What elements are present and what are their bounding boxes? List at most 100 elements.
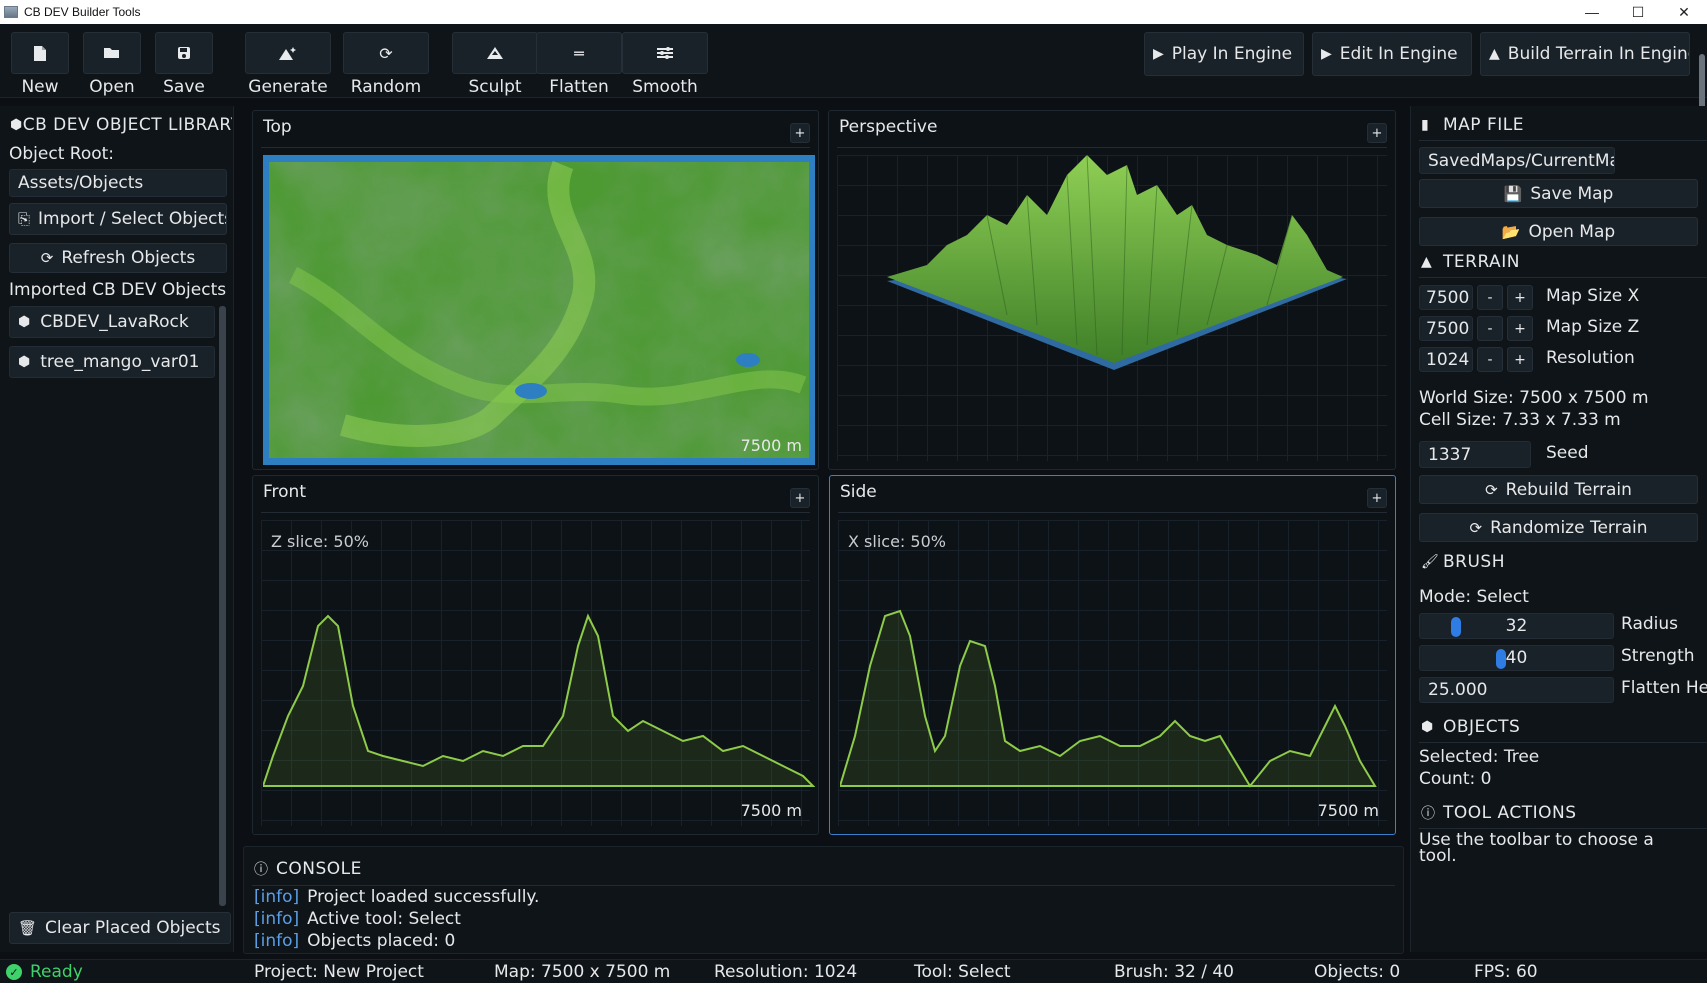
equals-icon: ═ — [536, 32, 622, 74]
maximize-button[interactable]: ☐ — [1631, 3, 1645, 20]
viewport-maximize-button[interactable]: + — [1367, 488, 1387, 508]
viewport-maximize-button[interactable]: + — [1367, 123, 1387, 143]
trash-icon: 🗑 — [18, 919, 38, 937]
refresh-objects-button[interactable]: ⟳ Refresh Objects — [9, 243, 227, 273]
slice-label: X slice: 50% — [848, 532, 946, 551]
list-item[interactable]: ⬢ CBDEV_LavaRock — [9, 306, 215, 338]
list-item[interactable]: ⬢ tree_mango_var01 — [9, 346, 215, 378]
viewport-front[interactable]: Front + Z slice: 50% 7500 m — [252, 475, 819, 835]
viewport-divider — [261, 512, 810, 513]
selected-object-text: Selected: Tree — [1419, 747, 1540, 767]
open-button[interactable]: Open — [79, 32, 145, 97]
slider-knob[interactable] — [1496, 649, 1507, 669]
resolution-label: Resolution — [1546, 348, 1635, 368]
info-icon: ⓘ — [1421, 806, 1436, 822]
save-map-button[interactable]: 💾 Save Map — [1419, 179, 1698, 208]
decrement-button[interactable]: - — [1477, 285, 1503, 310]
viewport-perspective[interactable]: Perspective + — [828, 110, 1396, 470]
map-path-field[interactable]: SavedMaps/CurrentMap — [1419, 147, 1615, 174]
rebuild-terrain-label: Rebuild Terrain — [1505, 479, 1632, 500]
viewport-maximize-button[interactable]: + — [790, 123, 810, 143]
map-size-x-label: Map Size X — [1546, 286, 1640, 306]
refresh-icon: ⟳ — [40, 249, 54, 267]
status-ready-text: Ready — [30, 962, 83, 982]
brush-title: BRUSH — [1443, 552, 1505, 572]
save-map-label: Save Map — [1530, 183, 1614, 204]
console-title: CONSOLE — [276, 859, 362, 879]
brush-icon: 🖌 — [1421, 554, 1440, 570]
strength-value: 40 — [1505, 648, 1528, 668]
section-divider — [1419, 742, 1707, 743]
flatten-button[interactable]: ═ Flatten — [534, 32, 624, 97]
mountain-sparkle-icon — [245, 32, 331, 74]
sculpt-button[interactable]: Sculpt — [450, 32, 540, 97]
strength-slider[interactable]: 40 — [1419, 645, 1614, 671]
object-root-field[interactable]: Assets/Objects — [9, 169, 227, 197]
close-button[interactable]: ✕ — [1678, 3, 1690, 20]
log-text: Project loaded successfully. — [307, 887, 540, 907]
randomize-terrain-button[interactable]: ⟳ Randomize Terrain — [1419, 513, 1698, 542]
refresh-objects-label: Refresh Objects — [61, 248, 196, 268]
increment-button[interactable]: + — [1507, 316, 1533, 341]
resolution-field[interactable]: 1024 — [1419, 347, 1473, 372]
viewport-divider — [837, 147, 1387, 148]
map-size-z-field[interactable]: 7500 — [1419, 316, 1473, 341]
window-title: CB DEV Builder Tools — [24, 5, 141, 19]
status-bar: ✓ Ready Project: New Project Map: 7500 x … — [0, 959, 1707, 983]
status-objects: Objects: 0 — [1314, 962, 1401, 982]
status-project: Project: New Project — [254, 962, 424, 982]
mapfile-header: ▮ MAP FILE — [1421, 115, 1524, 135]
mountain-sparkle-icon: ▲ — [1489, 46, 1500, 62]
minimize-button[interactable]: — — [1585, 4, 1599, 20]
perspective-terrain[interactable] — [837, 155, 1389, 465]
seed-field[interactable]: 1337 — [1419, 441, 1531, 468]
radius-value: 32 — [1505, 616, 1528, 636]
radius-slider[interactable]: 32 — [1419, 613, 1614, 639]
status-resolution: Resolution: 1024 — [714, 962, 858, 982]
top-heightmap[interactable] — [263, 155, 815, 465]
edit-in-engine-button[interactable]: ▶ Edit In Engine — [1312, 32, 1472, 76]
import-objects-button[interactable]: ⎘ Import / Select Objects — [9, 203, 227, 235]
slider-knob[interactable] — [1451, 617, 1462, 637]
log-line: [info] Objects placed: 0 — [254, 931, 455, 951]
increment-button[interactable]: + — [1507, 347, 1533, 372]
build-terrain-button[interactable]: ▲ Build Terrain In Engine — [1480, 32, 1690, 76]
library-scrollbar[interactable] — [219, 306, 226, 906]
increment-button[interactable]: + — [1507, 285, 1533, 310]
terrain-title: TERRAIN — [1443, 252, 1520, 272]
open-map-button[interactable]: 📂 Open Map — [1419, 217, 1698, 246]
strength-label: Strength — [1621, 646, 1695, 666]
flatten-height-field[interactable]: 25.000 — [1419, 677, 1614, 703]
log-tag: [info] — [254, 909, 300, 929]
smooth-button[interactable]: Smooth — [620, 32, 710, 97]
generate-button[interactable]: Generate — [243, 32, 333, 97]
status-tool: Tool: Select — [914, 962, 1011, 982]
terrain-header: ▲ TERRAIN — [1421, 252, 1520, 272]
rebuild-terrain-button[interactable]: ⟳ Rebuild Terrain — [1419, 475, 1698, 504]
log-line: [info] Active tool: Select — [254, 909, 461, 929]
save-button[interactable]: Save — [151, 32, 217, 97]
map-size-x-field[interactable]: 7500 — [1419, 285, 1473, 310]
random-button[interactable]: ⟳ Random — [341, 32, 431, 97]
sliders-icon — [622, 32, 708, 74]
log-tag: [info] — [254, 931, 300, 951]
viewport-top[interactable]: Top + 7500 m — [252, 110, 819, 470]
front-profile[interactable] — [263, 586, 815, 791]
new-button[interactable]: New — [7, 32, 73, 97]
cube-icon: ⬢ — [1421, 719, 1434, 735]
side-profile[interactable] — [840, 586, 1392, 791]
decrement-button[interactable]: - — [1477, 347, 1503, 372]
status-ready: ✓ Ready — [6, 962, 83, 982]
decrement-button[interactable]: - — [1477, 316, 1503, 341]
console-divider — [252, 885, 1395, 886]
import-objects-label: Import / Select Objects — [38, 209, 227, 229]
play-in-engine-button[interactable]: ▶ Play In Engine — [1144, 32, 1304, 76]
viewport-side[interactable]: Side + X slice: 50% 7500 m — [829, 475, 1396, 835]
flatten-height-label: Flatten Height — [1621, 678, 1707, 698]
viewport-maximize-button[interactable]: + — [790, 488, 810, 508]
clear-placed-objects-button[interactable]: 🗑 Clear Placed Objects — [9, 912, 231, 944]
brush-header: 🖌 BRUSH — [1421, 552, 1505, 572]
box-icon: ⬢ — [10, 117, 23, 133]
window-scrollbar[interactable] — [1699, 54, 1705, 114]
refresh-icon: ⟳ — [1485, 480, 1498, 499]
